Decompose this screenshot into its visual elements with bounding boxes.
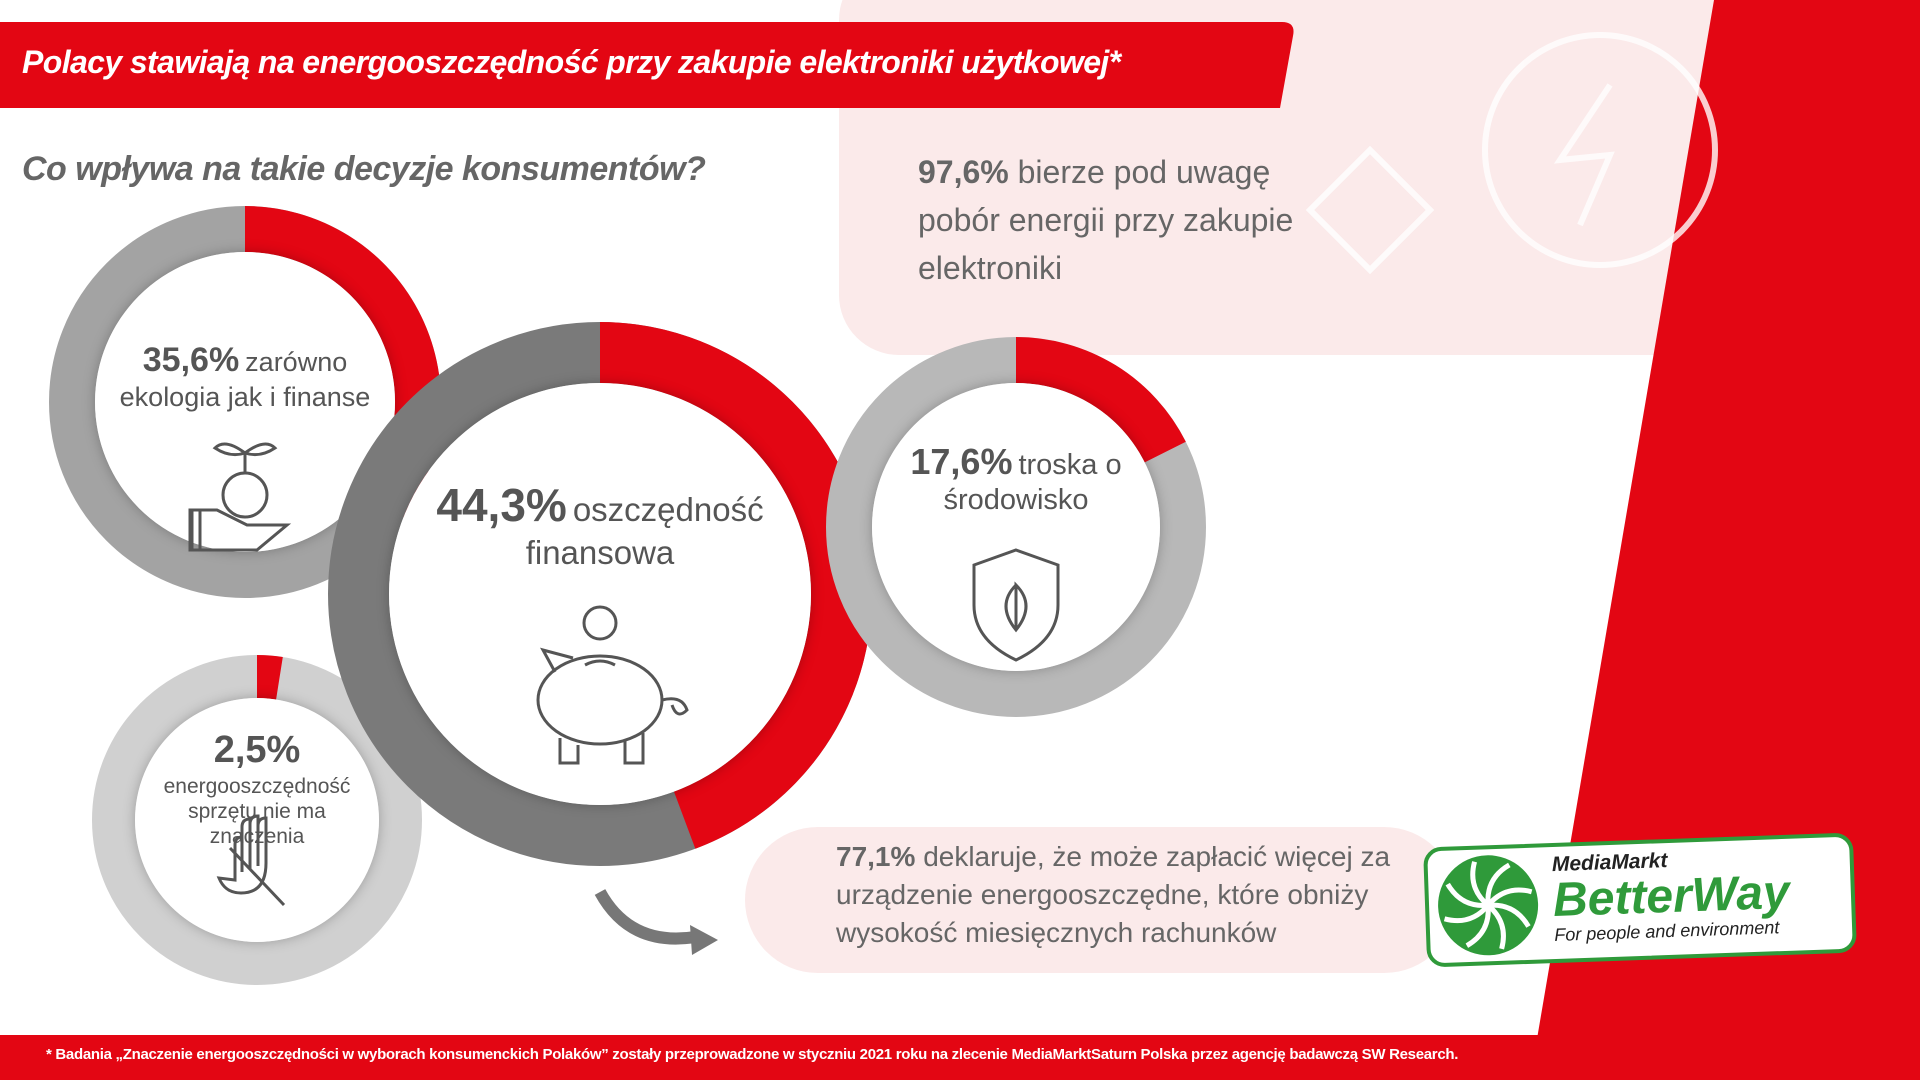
- swirl-lines: [1443, 861, 1533, 950]
- donut-segment: [1015, 337, 1186, 463]
- donut-value-label: 44,3%: [436, 479, 567, 531]
- donut-label: troska o środowisko: [943, 449, 1122, 517]
- donut-text: 35,6% zarówno ekologia jak i finanse: [115, 340, 375, 413]
- statement-text: deklaruje, że może zapłacić więcej za ur…: [836, 841, 1391, 948]
- donut-value-label: 17,6%: [910, 441, 1013, 482]
- statement-value: 77,1%: [836, 841, 916, 872]
- logo: [1423, 833, 1857, 967]
- donut-value-label: 35,6%: [142, 341, 240, 379]
- footnote: * Badania „Znaczenie energooszczędności …: [46, 1046, 1459, 1063]
- donut-text: 44,3% oszczędność finansowa: [420, 478, 780, 573]
- statement-value: 97,6%: [918, 154, 1009, 190]
- arrow-head: [690, 925, 718, 955]
- donut-label: energooszczędność sprzętu nie ma znaczen…: [163, 774, 351, 848]
- donut-label: oszczędność finansowa: [525, 491, 764, 572]
- swirl-line: [1486, 903, 1506, 950]
- donut: [826, 337, 1206, 717]
- statement-text: bierze pod uwagę pobór energii przy zaku…: [918, 154, 1294, 286]
- donut-segment: [256, 655, 283, 700]
- donut-value-label: 2,5%: [213, 729, 301, 771]
- footer-bar: [0, 1035, 1920, 1080]
- arrow: [594, 888, 696, 945]
- statement-panel: [745, 827, 1457, 973]
- donut-hole: [389, 383, 811, 805]
- title-bar: [0, 22, 1294, 108]
- statement: 97,6% bierze pod uwagę pobór energii prz…: [918, 148, 1308, 292]
- swirl-line: [1465, 905, 1491, 948]
- swirl-line: [1470, 861, 1490, 908]
- swirl-line: [1485, 862, 1511, 906]
- title: Polacy stawiają na energooszczędność prz…: [22, 44, 1121, 80]
- donut-text: 17,6% troska o środowisko: [901, 440, 1131, 518]
- logo-text: MediaMarkt BetterWay For people and envi…: [1551, 843, 1844, 946]
- donut-hole: [95, 252, 395, 552]
- donut-label: zarówno ekologia jak i finanse: [119, 347, 371, 412]
- swirl-line: [1487, 902, 1531, 928]
- donut-hole: [872, 383, 1160, 671]
- red-band: [1530, 0, 1920, 1080]
- energy-icon: [1305, 32, 1718, 275]
- swirl-line: [1486, 887, 1533, 907]
- icons-group: [188, 442, 1060, 907]
- donut-text: 2,5% energooszczędność sprzętu nie ma zna…: [142, 728, 372, 849]
- swirl-line: [1445, 882, 1489, 908]
- swirl-line: [1443, 903, 1491, 924]
- logo-box: [1423, 833, 1857, 967]
- statement: 77,1% deklaruje, że może zapłacić więcej…: [836, 838, 1401, 951]
- subtitle: Co wpływa na takie decyzje konsumentów?: [22, 150, 706, 188]
